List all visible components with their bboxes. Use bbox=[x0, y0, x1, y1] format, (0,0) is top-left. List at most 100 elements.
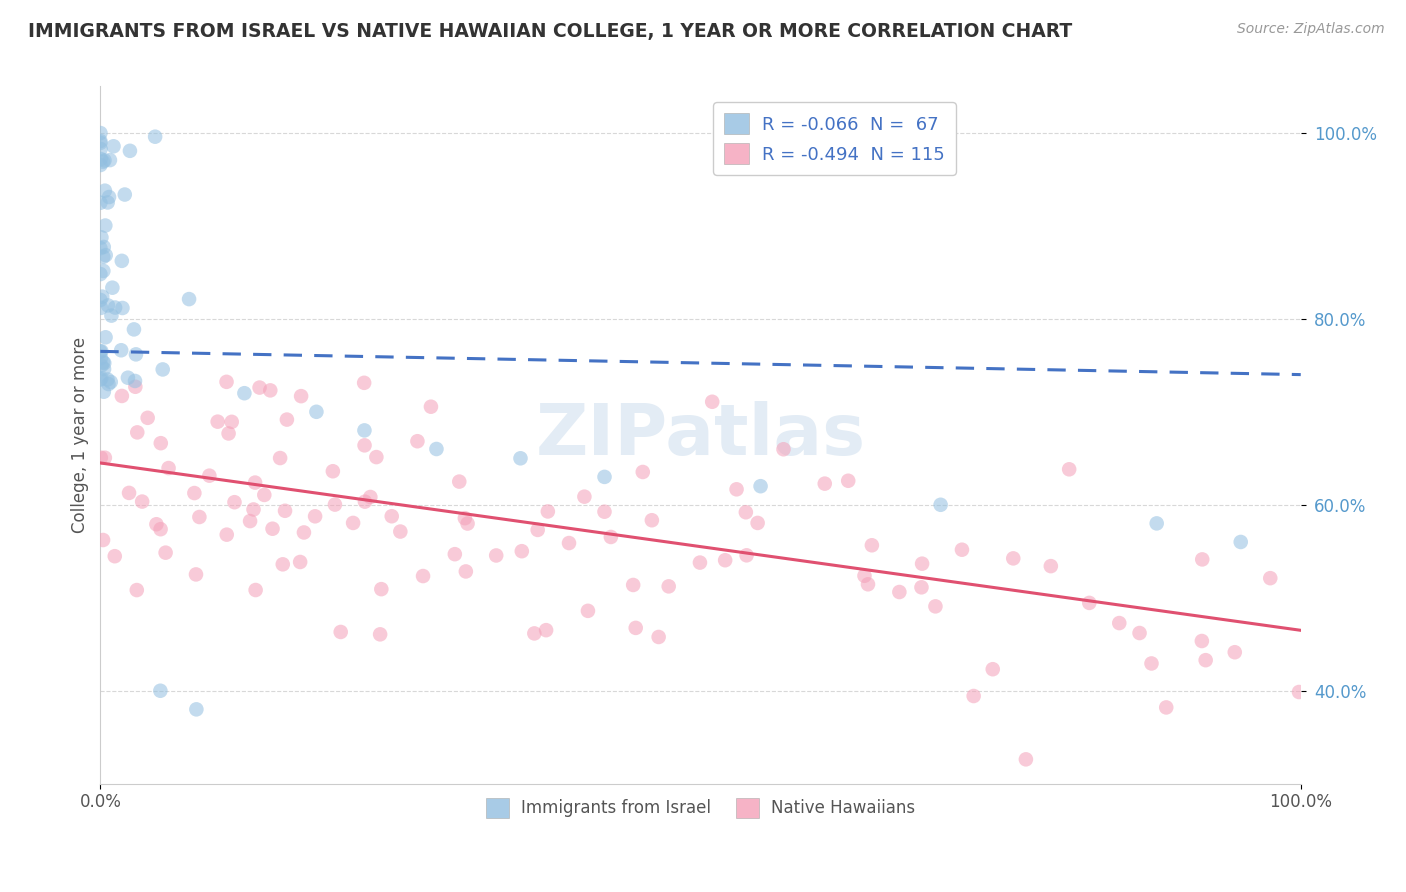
Point bbox=[725, 483, 748, 497]
Point bbox=[856, 577, 879, 591]
Point bbox=[111, 389, 134, 403]
Point bbox=[457, 516, 479, 531]
Point bbox=[94, 184, 117, 198]
Point bbox=[1057, 462, 1080, 476]
Point bbox=[104, 549, 127, 564]
Point bbox=[624, 621, 647, 635]
Point bbox=[149, 436, 172, 450]
Point bbox=[89, 267, 111, 281]
Point bbox=[98, 153, 121, 167]
Point bbox=[118, 144, 141, 158]
Point bbox=[157, 461, 180, 475]
Point bbox=[207, 415, 229, 429]
Point bbox=[90, 351, 112, 365]
Point bbox=[90, 359, 112, 373]
Point bbox=[305, 405, 328, 419]
Point bbox=[353, 438, 375, 452]
Point bbox=[454, 511, 477, 525]
Point bbox=[89, 293, 111, 307]
Point bbox=[233, 386, 256, 401]
Point bbox=[271, 558, 294, 572]
Point bbox=[117, 370, 139, 384]
Point bbox=[221, 415, 243, 429]
Point bbox=[354, 494, 377, 508]
Point bbox=[290, 389, 312, 403]
Point bbox=[1191, 634, 1213, 648]
Point bbox=[353, 376, 375, 390]
Point bbox=[981, 662, 1004, 676]
Point bbox=[110, 343, 132, 358]
Legend: Immigrants from Israel, Native Hawaiians: Immigrants from Israel, Native Hawaiians bbox=[479, 791, 922, 824]
Point bbox=[152, 362, 174, 376]
Point bbox=[124, 374, 146, 388]
Point bbox=[366, 450, 388, 464]
Point bbox=[1128, 626, 1150, 640]
Point bbox=[714, 553, 737, 567]
Point bbox=[89, 158, 111, 172]
Point bbox=[526, 523, 548, 537]
Point bbox=[253, 488, 276, 502]
Point bbox=[218, 426, 240, 441]
Point bbox=[90, 371, 112, 385]
Point bbox=[91, 533, 114, 547]
Point bbox=[93, 264, 115, 278]
Point bbox=[1223, 645, 1246, 659]
Point bbox=[1288, 685, 1310, 699]
Point bbox=[97, 298, 120, 312]
Point bbox=[510, 544, 533, 558]
Point bbox=[558, 536, 581, 550]
Point bbox=[631, 465, 654, 479]
Point bbox=[323, 498, 346, 512]
Point bbox=[593, 470, 616, 484]
Point bbox=[104, 301, 127, 315]
Point bbox=[98, 190, 121, 204]
Point bbox=[449, 475, 471, 489]
Point bbox=[1039, 559, 1062, 574]
Point bbox=[702, 394, 724, 409]
Point bbox=[101, 281, 124, 295]
Point bbox=[91, 290, 114, 304]
Point bbox=[122, 322, 145, 336]
Point bbox=[485, 549, 508, 563]
Point bbox=[924, 599, 946, 614]
Point bbox=[534, 623, 557, 637]
Point bbox=[118, 486, 141, 500]
Point bbox=[1140, 657, 1163, 671]
Point bbox=[215, 527, 238, 541]
Point bbox=[537, 504, 560, 518]
Point bbox=[90, 152, 112, 166]
Point bbox=[245, 582, 267, 597]
Point bbox=[90, 230, 112, 244]
Point bbox=[243, 475, 266, 490]
Point bbox=[93, 384, 115, 399]
Point bbox=[125, 583, 148, 598]
Point bbox=[523, 626, 546, 640]
Point bbox=[90, 142, 112, 156]
Point bbox=[837, 474, 859, 488]
Point bbox=[1015, 752, 1038, 766]
Point bbox=[149, 683, 172, 698]
Point bbox=[814, 476, 837, 491]
Point bbox=[89, 136, 111, 150]
Point bbox=[621, 578, 644, 592]
Point bbox=[353, 424, 375, 438]
Point bbox=[183, 486, 205, 500]
Point bbox=[1078, 596, 1101, 610]
Point bbox=[89, 134, 111, 148]
Point bbox=[772, 442, 794, 457]
Point bbox=[93, 153, 115, 168]
Point bbox=[124, 380, 146, 394]
Point bbox=[89, 241, 111, 255]
Point bbox=[292, 525, 315, 540]
Point bbox=[1191, 552, 1213, 566]
Point bbox=[131, 494, 153, 508]
Point bbox=[91, 154, 114, 169]
Point bbox=[136, 410, 159, 425]
Point bbox=[749, 479, 772, 493]
Point bbox=[889, 585, 911, 599]
Point bbox=[329, 624, 352, 639]
Point bbox=[412, 569, 434, 583]
Point bbox=[89, 126, 111, 140]
Point bbox=[143, 129, 166, 144]
Point bbox=[593, 505, 616, 519]
